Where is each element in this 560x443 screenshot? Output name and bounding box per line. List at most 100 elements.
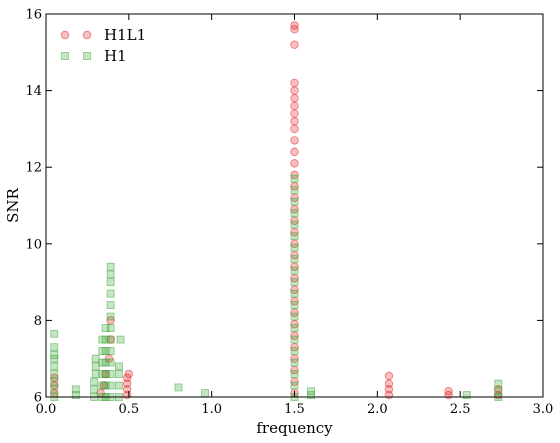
point-h1-74 (494, 387, 503, 396)
point-h1l1-40 (290, 101, 299, 111)
point-h1-24 (101, 381, 110, 390)
point-h1l1-11 (122, 379, 132, 388)
point-h1-55 (290, 335, 299, 344)
point-h1l1-42 (290, 86, 299, 95)
point-h1-69 (290, 174, 299, 183)
point-h1-56 (290, 324, 299, 332)
y-tick-label: 8 (34, 314, 42, 329)
x-tick-label: 1.0 (201, 402, 222, 417)
point-h1-27 (101, 347, 110, 355)
point-h1-49 (201, 389, 209, 398)
point-h1-75 (494, 379, 503, 388)
legend-label-h1l1: H1L1 (104, 26, 146, 44)
point-h1-1 (50, 385, 59, 394)
legend-marker-h1 (83, 52, 91, 60)
point-h1-60 (290, 278, 299, 287)
x-tick-label: 3.0 (533, 402, 554, 417)
point-h1-25 (101, 370, 110, 378)
y-tick-label: 6 (34, 391, 42, 406)
point-h1-67 (290, 197, 299, 206)
y-axis-title: SNR (4, 187, 22, 222)
point-h1-40 (106, 278, 115, 287)
ticks-layer: 0.0 0.5 1.0 1.5 2.0 2.5 3.0 6 8 10 12 14 16 (25, 8, 553, 418)
point-h1-41 (106, 270, 115, 279)
point-h1-47 (116, 335, 125, 344)
point-h1-45 (114, 370, 123, 378)
legend-label-h1: H1 (104, 47, 127, 65)
point-h1-16 (91, 354, 100, 363)
point-h1-3 (50, 370, 59, 378)
point-h1-29 (101, 324, 110, 332)
point-h1-66 (290, 209, 299, 218)
point-h1l1-52 (444, 387, 453, 396)
point-h1-37 (106, 312, 115, 321)
point-h1-12 (90, 385, 98, 394)
point-h1-59 (290, 289, 299, 298)
point-h1-8 (50, 329, 59, 338)
point-h1-33 (106, 358, 115, 367)
point-h1-14 (91, 370, 100, 378)
point-h1-38 (106, 301, 115, 309)
point-h1-71 (307, 387, 315, 396)
point-h1-32 (106, 370, 115, 378)
point-h1-64 (290, 232, 299, 241)
point-h1-36 (106, 324, 115, 332)
point-h1-31 (106, 381, 115, 390)
point-h1l1-34 (290, 159, 299, 168)
point-h1l1-46 (290, 21, 299, 30)
point-h1-65 (290, 220, 299, 229)
point-h1-54 (290, 347, 299, 355)
x-tick-label: 0.0 (36, 402, 57, 417)
y-tick-label: 12 (25, 161, 42, 176)
point-h1-52 (290, 370, 299, 378)
legend-marker-h1 (61, 52, 69, 60)
point-h1-15 (91, 362, 100, 371)
point-h1-44 (114, 381, 123, 390)
point-h1-48 (174, 383, 183, 392)
point-h1l1-44 (290, 40, 299, 49)
x-tick-label: 1.5 (284, 402, 305, 417)
point-h1l1-50 (384, 371, 394, 381)
point-h1-7 (50, 343, 59, 352)
point-h1-62 (290, 255, 299, 264)
point-h1-28 (101, 335, 110, 344)
point-h1-42 (106, 262, 115, 271)
x-tick-label: 2.0 (367, 402, 388, 417)
point-h1-26 (101, 358, 110, 367)
point-h1-35 (106, 335, 115, 344)
point-h1-63 (290, 243, 299, 252)
point-h1-72 (462, 391, 471, 399)
point-h1-2 (50, 377, 59, 386)
point-h1-51 (290, 381, 299, 390)
point-h1l1-48 (384, 385, 394, 394)
point-h1-46 (114, 362, 123, 371)
x-axis-title: frequency (256, 419, 333, 437)
point-h1-4 (50, 362, 59, 371)
point-h1-9 (71, 391, 80, 399)
point-h1l1-49 (384, 379, 394, 388)
y-tick-label: 16 (25, 8, 42, 23)
point-h1-6 (50, 350, 59, 359)
y-tick-label: 10 (25, 237, 42, 252)
point-h1l1-36 (290, 136, 299, 145)
x-tick-label: 2.5 (450, 402, 471, 417)
point-h1l1-35 (290, 147, 299, 157)
point-h1l1-43 (290, 78, 299, 88)
point-h1l1-39 (290, 109, 299, 118)
point-h1-61 (290, 266, 299, 275)
point-h1l1-37 (290, 124, 299, 134)
legend-marker-h1l1 (82, 30, 92, 40)
x-tick-label: 0.5 (118, 402, 139, 417)
point-h1-57 (290, 312, 299, 321)
point-h1l1-41 (290, 94, 299, 103)
point-h1-13 (90, 377, 98, 386)
point-h1-68 (290, 186, 299, 195)
point-h1l1-38 (290, 117, 299, 126)
legend: H1L1 H1 (60, 26, 146, 65)
point-h1-10 (71, 385, 80, 394)
point-h1-58 (290, 301, 299, 309)
point-h1-39 (106, 289, 115, 298)
points-layer (50, 21, 503, 401)
point-h1-34 (106, 347, 115, 355)
